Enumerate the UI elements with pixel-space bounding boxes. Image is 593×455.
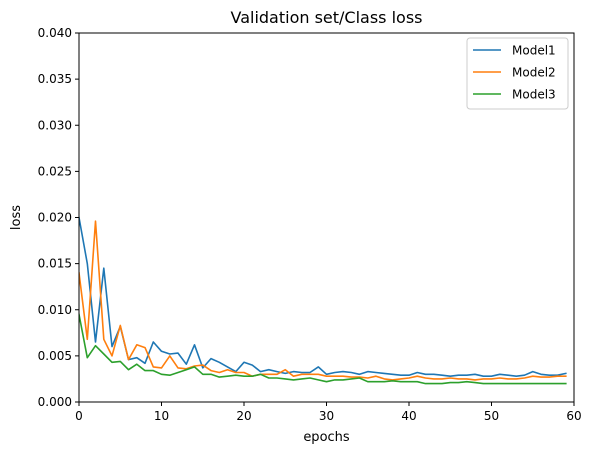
legend-label: Model2 [512,66,556,80]
legend-label: Model3 [512,88,556,102]
x-tick-label: 10 [154,409,169,423]
y-tick-label: 0.035 [38,72,72,86]
legend: Model1 Model2 Model3 [466,37,569,110]
y-axis-label: loss [9,205,24,230]
y-tick-label: 0.030 [38,118,72,132]
chart-title: Validation set/Class loss [230,8,422,27]
series-line-model2 [79,220,567,381]
x-tick-label: 20 [236,409,251,423]
x-axis: 0 10 20 30 40 50 60 [75,402,582,423]
y-tick-label: 0.020 [38,211,72,225]
y-tick-label: 0.015 [38,257,72,271]
x-tick-label: 50 [484,409,499,423]
y-tick-label: 0.040 [38,26,72,40]
x-tick-label: 0 [75,409,83,423]
series-layer [79,216,567,385]
x-axis-label: epochs [303,430,350,445]
legend-label: Model1 [512,44,556,58]
y-axis: 0.000 0.005 0.010 0.015 0.020 0.025 0.030 0.035… [38,26,79,409]
x-tick-label: 60 [566,409,581,423]
legend-frame [466,37,569,110]
x-tick-label: 30 [319,409,334,423]
series-line-model3 [79,313,567,385]
series-line-model1 [79,216,567,378]
y-tick-label: 0.000 [38,395,72,409]
y-tick-label: 0.025 [38,164,72,178]
x-tick-label: 40 [401,409,416,423]
y-tick-label: 0.010 [38,303,72,317]
y-tick-label: 0.005 [38,349,72,363]
